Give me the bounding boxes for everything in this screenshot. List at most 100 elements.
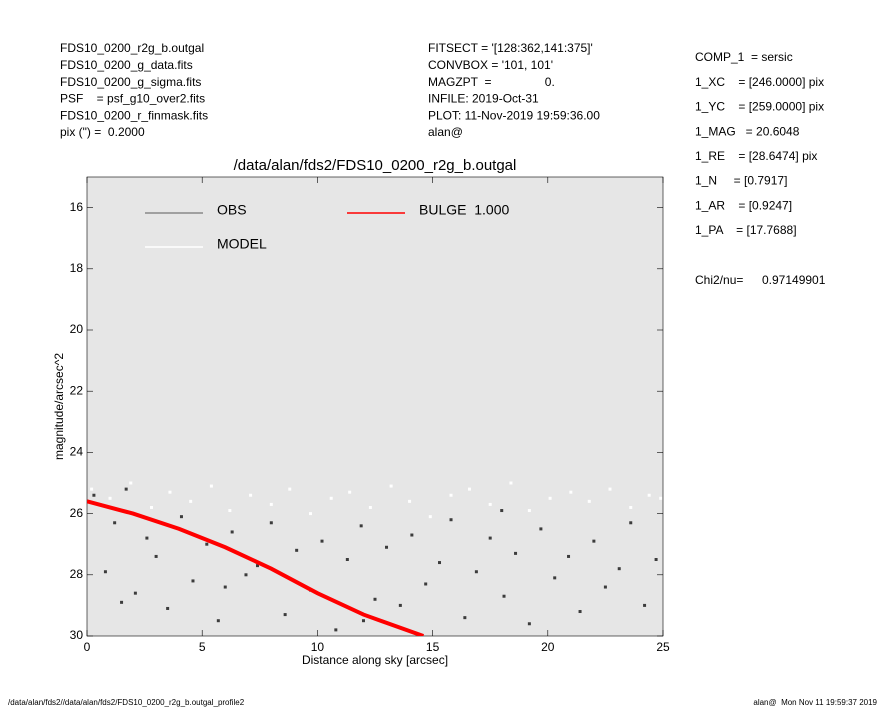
file-line: FDS10_0200_r2g_b.outgal <box>60 41 204 55</box>
profile-point <box>150 505 154 509</box>
profile-point <box>288 487 292 491</box>
profile-point <box>659 496 663 500</box>
profile-point <box>255 564 259 568</box>
profile-point <box>113 521 117 525</box>
x-tick-label: 20 <box>541 640 555 654</box>
y-tick-label: 24 <box>70 445 84 459</box>
profile-point <box>553 576 557 580</box>
footer-right: alan@ Mon Nov 11 19:59:37 2019 <box>753 698 877 707</box>
profile-point <box>348 490 352 494</box>
profile-point <box>373 597 377 601</box>
chart-title: /data/alan/fds2/FDS10_0200_r2g_b.outgal <box>234 157 517 174</box>
profile-point <box>408 499 412 503</box>
profile-point <box>108 496 112 500</box>
file-line: PSF = psf_g10_over2.fits <box>60 92 205 106</box>
x-tick-label: 5 <box>199 640 206 654</box>
profile-point <box>587 499 591 503</box>
param-line: 1_MAG = 20.6048 <box>695 124 800 138</box>
profile-point <box>502 594 506 598</box>
x-tick-label: 25 <box>656 640 670 654</box>
legend-label: BULGE 1.000 <box>419 202 509 218</box>
profile-point <box>567 554 571 558</box>
plot-area <box>86 176 664 637</box>
profile-point <box>488 536 492 540</box>
profile-point <box>449 518 453 522</box>
profile-point <box>569 490 573 494</box>
profile-point <box>592 539 596 543</box>
setting-line: CONVBOX = '101, 101' <box>428 58 553 72</box>
setting-line: FITSECT = '[128:362,141:375]' <box>428 41 593 55</box>
y-tick-label: 20 <box>70 322 84 336</box>
profile-point <box>643 603 647 607</box>
profile-point <box>389 484 393 488</box>
y-tick-label: 26 <box>70 506 84 520</box>
param-line: 1_XC = [246.0000] pix <box>695 75 824 89</box>
plot-marks <box>87 481 663 636</box>
profile-point <box>133 591 137 595</box>
profile-point <box>428 515 432 519</box>
profile-point <box>617 567 621 571</box>
y-tick-label: 28 <box>70 567 84 581</box>
profile-point <box>154 554 158 558</box>
profile-point <box>629 505 633 509</box>
profile-point <box>578 610 582 614</box>
profile-point <box>249 493 253 497</box>
profile-point <box>124 487 128 491</box>
profile-point <box>385 545 389 549</box>
profile-point <box>514 551 518 555</box>
profile-point <box>244 573 248 577</box>
param-line: 1_AR = [0.9247] <box>695 198 792 212</box>
profile-point <box>329 496 333 500</box>
profile-point <box>410 533 414 537</box>
profile-point <box>361 619 365 623</box>
profile-point <box>103 570 107 574</box>
x-tick-label: 10 <box>311 640 325 654</box>
profile-point <box>654 558 658 561</box>
profile-point <box>145 536 149 540</box>
chi2-label: Chi2/nu= <box>695 273 743 287</box>
profile-point <box>629 521 633 525</box>
file-line: FDS10_0200_g_data.fits <box>60 58 193 72</box>
file-line: pix (") = 0.2000 <box>60 125 145 139</box>
profile-point <box>474 570 478 574</box>
profile-point <box>603 585 607 589</box>
footer-left: /data/alan/fds2//data/alan/fds2/FDS10_02… <box>8 698 245 707</box>
setting-line: MAGZPT = 0. <box>428 75 555 89</box>
profile-point <box>500 509 504 513</box>
profile-point <box>228 509 232 513</box>
profile-point <box>509 481 513 485</box>
profile-point <box>463 616 467 620</box>
profile-point <box>295 548 299 552</box>
profile-point <box>120 600 124 604</box>
legend-label: OBS <box>217 202 247 218</box>
x-tick-label: 0 <box>84 640 91 654</box>
profile-point <box>608 487 612 491</box>
x-axis-label: Distance along sky [arcsec] <box>302 653 448 667</box>
profile-point <box>223 585 227 589</box>
profile-point <box>438 561 442 565</box>
y-tick-label: 18 <box>70 261 84 275</box>
profile-point <box>527 622 531 626</box>
y-tick-label: 30 <box>70 628 84 642</box>
profile-point <box>398 603 402 607</box>
profile-point <box>209 484 213 488</box>
profile-point <box>90 487 94 491</box>
param-line: 1_RE = [28.6474] pix <box>695 149 817 163</box>
profile-point <box>92 493 96 497</box>
file-line: FDS10_0200_g_sigma.fits <box>60 75 201 89</box>
bulge-profile <box>87 499 425 636</box>
x-tick-label: 15 <box>426 640 440 654</box>
param-line: 1_YC = [259.0000] pix <box>695 100 824 114</box>
profile-point <box>129 481 133 485</box>
param-line: COMP_1 = sersic <box>695 50 793 64</box>
profile-point <box>467 487 471 491</box>
legend-label: MODEL <box>217 236 267 252</box>
profile-point <box>179 515 183 519</box>
profile-point <box>189 499 193 503</box>
profile-point <box>269 502 273 506</box>
profile-point <box>488 502 492 506</box>
profile-point <box>230 530 234 534</box>
profile-point <box>205 542 209 546</box>
profile-point <box>320 539 324 543</box>
